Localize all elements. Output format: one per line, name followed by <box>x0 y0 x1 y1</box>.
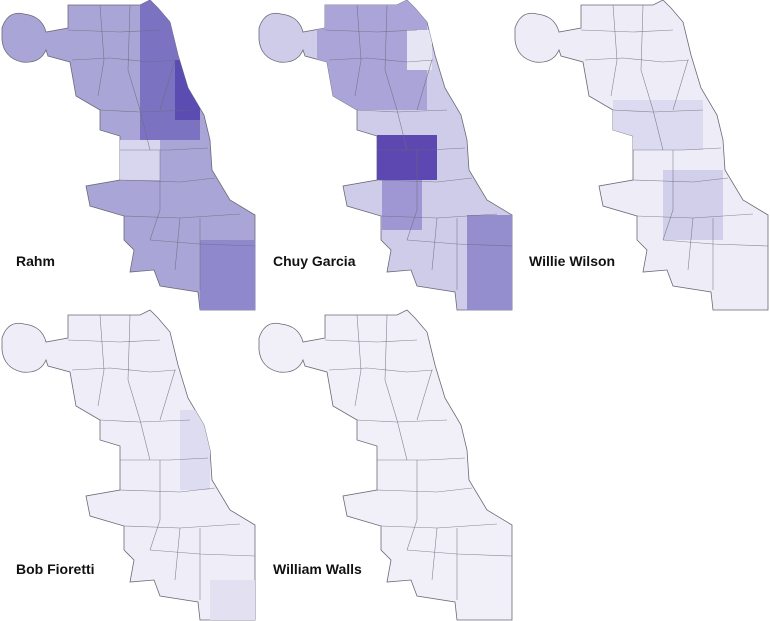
map-label: William Walls <box>273 561 362 577</box>
map-label: Bob Fioretti <box>16 561 95 577</box>
map-panel: Rahm <box>1 0 256 311</box>
map-panel: Willie Wilson <box>514 0 769 311</box>
map-panel: William Walls <box>258 309 513 621</box>
map-panel: Chuy Garcia <box>258 0 513 311</box>
map-label: Willie Wilson <box>529 253 615 269</box>
map-label: Chuy Garcia <box>273 253 356 269</box>
map-label: Rahm <box>16 253 55 269</box>
map-panel: Bob Fioretti <box>1 309 256 621</box>
